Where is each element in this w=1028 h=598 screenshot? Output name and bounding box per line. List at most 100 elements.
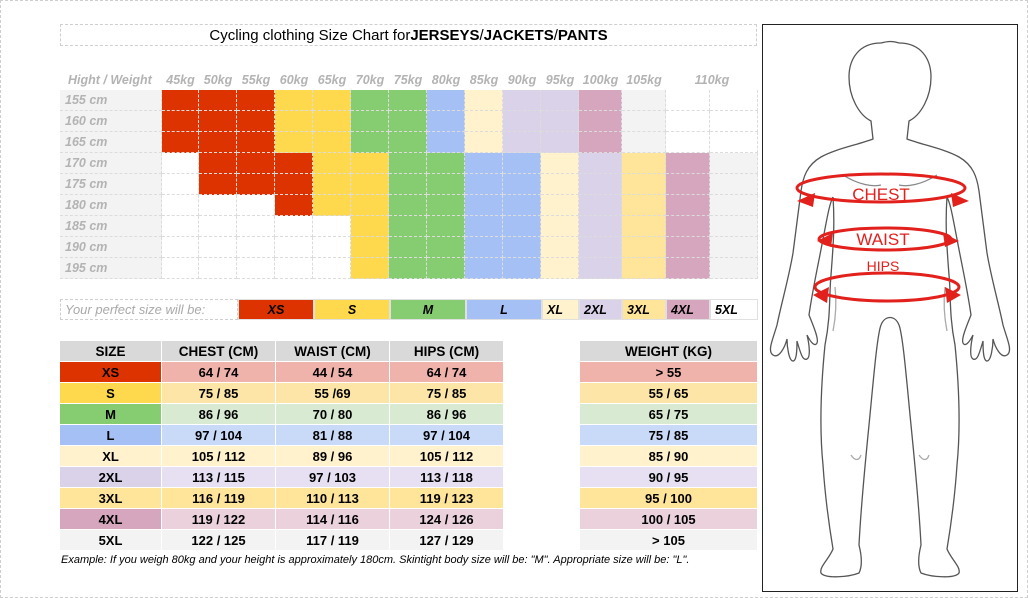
height-row-label: 180 cm — [60, 195, 162, 216]
legend-size-xl: XL — [542, 299, 579, 320]
grid-cell — [389, 195, 427, 216]
grid-cell — [237, 216, 275, 237]
grid-cell — [503, 174, 541, 195]
waist-label: WAIST — [856, 230, 909, 249]
grid-cell — [199, 111, 237, 132]
measure-header: CHEST (CM) — [162, 341, 276, 362]
grid-cell — [427, 90, 465, 111]
grid-cell — [389, 132, 427, 153]
grid-cell — [237, 237, 275, 258]
size-label: XS — [60, 362, 162, 383]
grid-cell — [275, 195, 313, 216]
title-pants: PANTS — [557, 26, 608, 44]
grid-cell — [579, 90, 622, 111]
grid-cell — [237, 90, 275, 111]
grid-cell — [503, 132, 541, 153]
measure-cell: 64 / 74 — [390, 362, 504, 383]
grid-cell — [389, 90, 427, 111]
weight-column-header: 60kg — [279, 72, 309, 87]
measure-header: HIPS (CM) — [390, 341, 504, 362]
grid-cell — [199, 132, 237, 153]
weight-column-header: 65kg — [317, 72, 347, 87]
grid-cell — [541, 258, 579, 279]
weight-column-header: 110kg — [694, 72, 730, 87]
grid-cell — [237, 132, 275, 153]
size-label: M — [60, 404, 162, 425]
measure-cell: 64 / 74 — [162, 362, 276, 383]
grid-cell — [465, 216, 503, 237]
grid-cell — [313, 216, 351, 237]
grid-cell — [199, 153, 237, 174]
grid-cell — [275, 111, 313, 132]
grid-cell — [313, 111, 351, 132]
weight-column-header: 85kg — [469, 72, 499, 87]
grid-cell — [465, 111, 503, 132]
grid-cell — [666, 153, 710, 174]
height-row-label: 175 cm — [60, 174, 162, 195]
measure-cell: 114 / 116 — [276, 509, 390, 530]
grid-cell — [389, 111, 427, 132]
grid-cell — [622, 195, 666, 216]
grid-cell — [389, 258, 427, 279]
grid-cell — [427, 258, 465, 279]
measure-cell: 81 / 88 — [276, 425, 390, 446]
measure-cell: 116 / 119 — [162, 488, 276, 509]
grid-cell — [541, 174, 579, 195]
grid-cell — [579, 174, 622, 195]
grid-cell — [313, 153, 351, 174]
grid-cell — [465, 132, 503, 153]
weight-cell: 95 / 100 — [580, 488, 758, 509]
grid-cell — [275, 132, 313, 153]
measure-cell: 89 / 96 — [276, 446, 390, 467]
grid-cell — [427, 195, 465, 216]
legend-size-m: M — [390, 299, 466, 320]
grid-cell — [162, 174, 199, 195]
size-label: XL — [60, 446, 162, 467]
grid-cell — [199, 195, 237, 216]
grid-cell — [351, 174, 389, 195]
grid-cell — [427, 216, 465, 237]
grid-cell — [162, 111, 199, 132]
grid-cell — [710, 111, 758, 132]
grid-cell — [579, 132, 622, 153]
weight-column-header: 50kg — [203, 72, 233, 87]
grid-cell — [389, 174, 427, 195]
legend-size-s: S — [314, 299, 390, 320]
height-row-label: 155 cm — [60, 90, 162, 111]
title-sep: / — [553, 26, 558, 44]
measure-header: SIZE — [60, 341, 162, 362]
grid-cell — [427, 174, 465, 195]
title-jerseys: JERSEYS — [410, 26, 480, 44]
size-label: 4XL — [60, 509, 162, 530]
grid-cell — [275, 174, 313, 195]
grid-cell — [710, 153, 758, 174]
grid-cell — [622, 111, 666, 132]
grid-cell — [275, 237, 313, 258]
weight-column-header: 45kg — [166, 72, 195, 87]
legend-size-3xl: 3XL — [622, 299, 666, 320]
grid-cell — [162, 258, 199, 279]
weight-column-header: 80kg — [431, 72, 461, 87]
grid-cell — [503, 111, 541, 132]
grid-cell — [427, 237, 465, 258]
legend-size-2xl: 2XL — [579, 299, 622, 320]
legend-size-4xl: 4XL — [666, 299, 710, 320]
grid-corner-label: Hight / Weight — [68, 72, 152, 87]
grid-cell — [541, 90, 579, 111]
grid-cell — [622, 174, 666, 195]
body-figure: CHEST WAIST HIPS — [762, 24, 1018, 592]
grid-cell — [622, 258, 666, 279]
weight-cell: 85 / 90 — [580, 446, 758, 467]
grid-cell — [579, 237, 622, 258]
grid-cell — [465, 237, 503, 258]
grid-cell — [710, 195, 758, 216]
weight-column-header: 75kg — [393, 72, 423, 87]
grid-cell — [351, 216, 389, 237]
grid-cell — [237, 195, 275, 216]
grid-cell — [579, 195, 622, 216]
measure-cell: 55 /69 — [276, 383, 390, 404]
grid-cell — [710, 216, 758, 237]
grid-cell — [666, 216, 710, 237]
grid-cell — [579, 111, 622, 132]
grid-cell — [541, 237, 579, 258]
